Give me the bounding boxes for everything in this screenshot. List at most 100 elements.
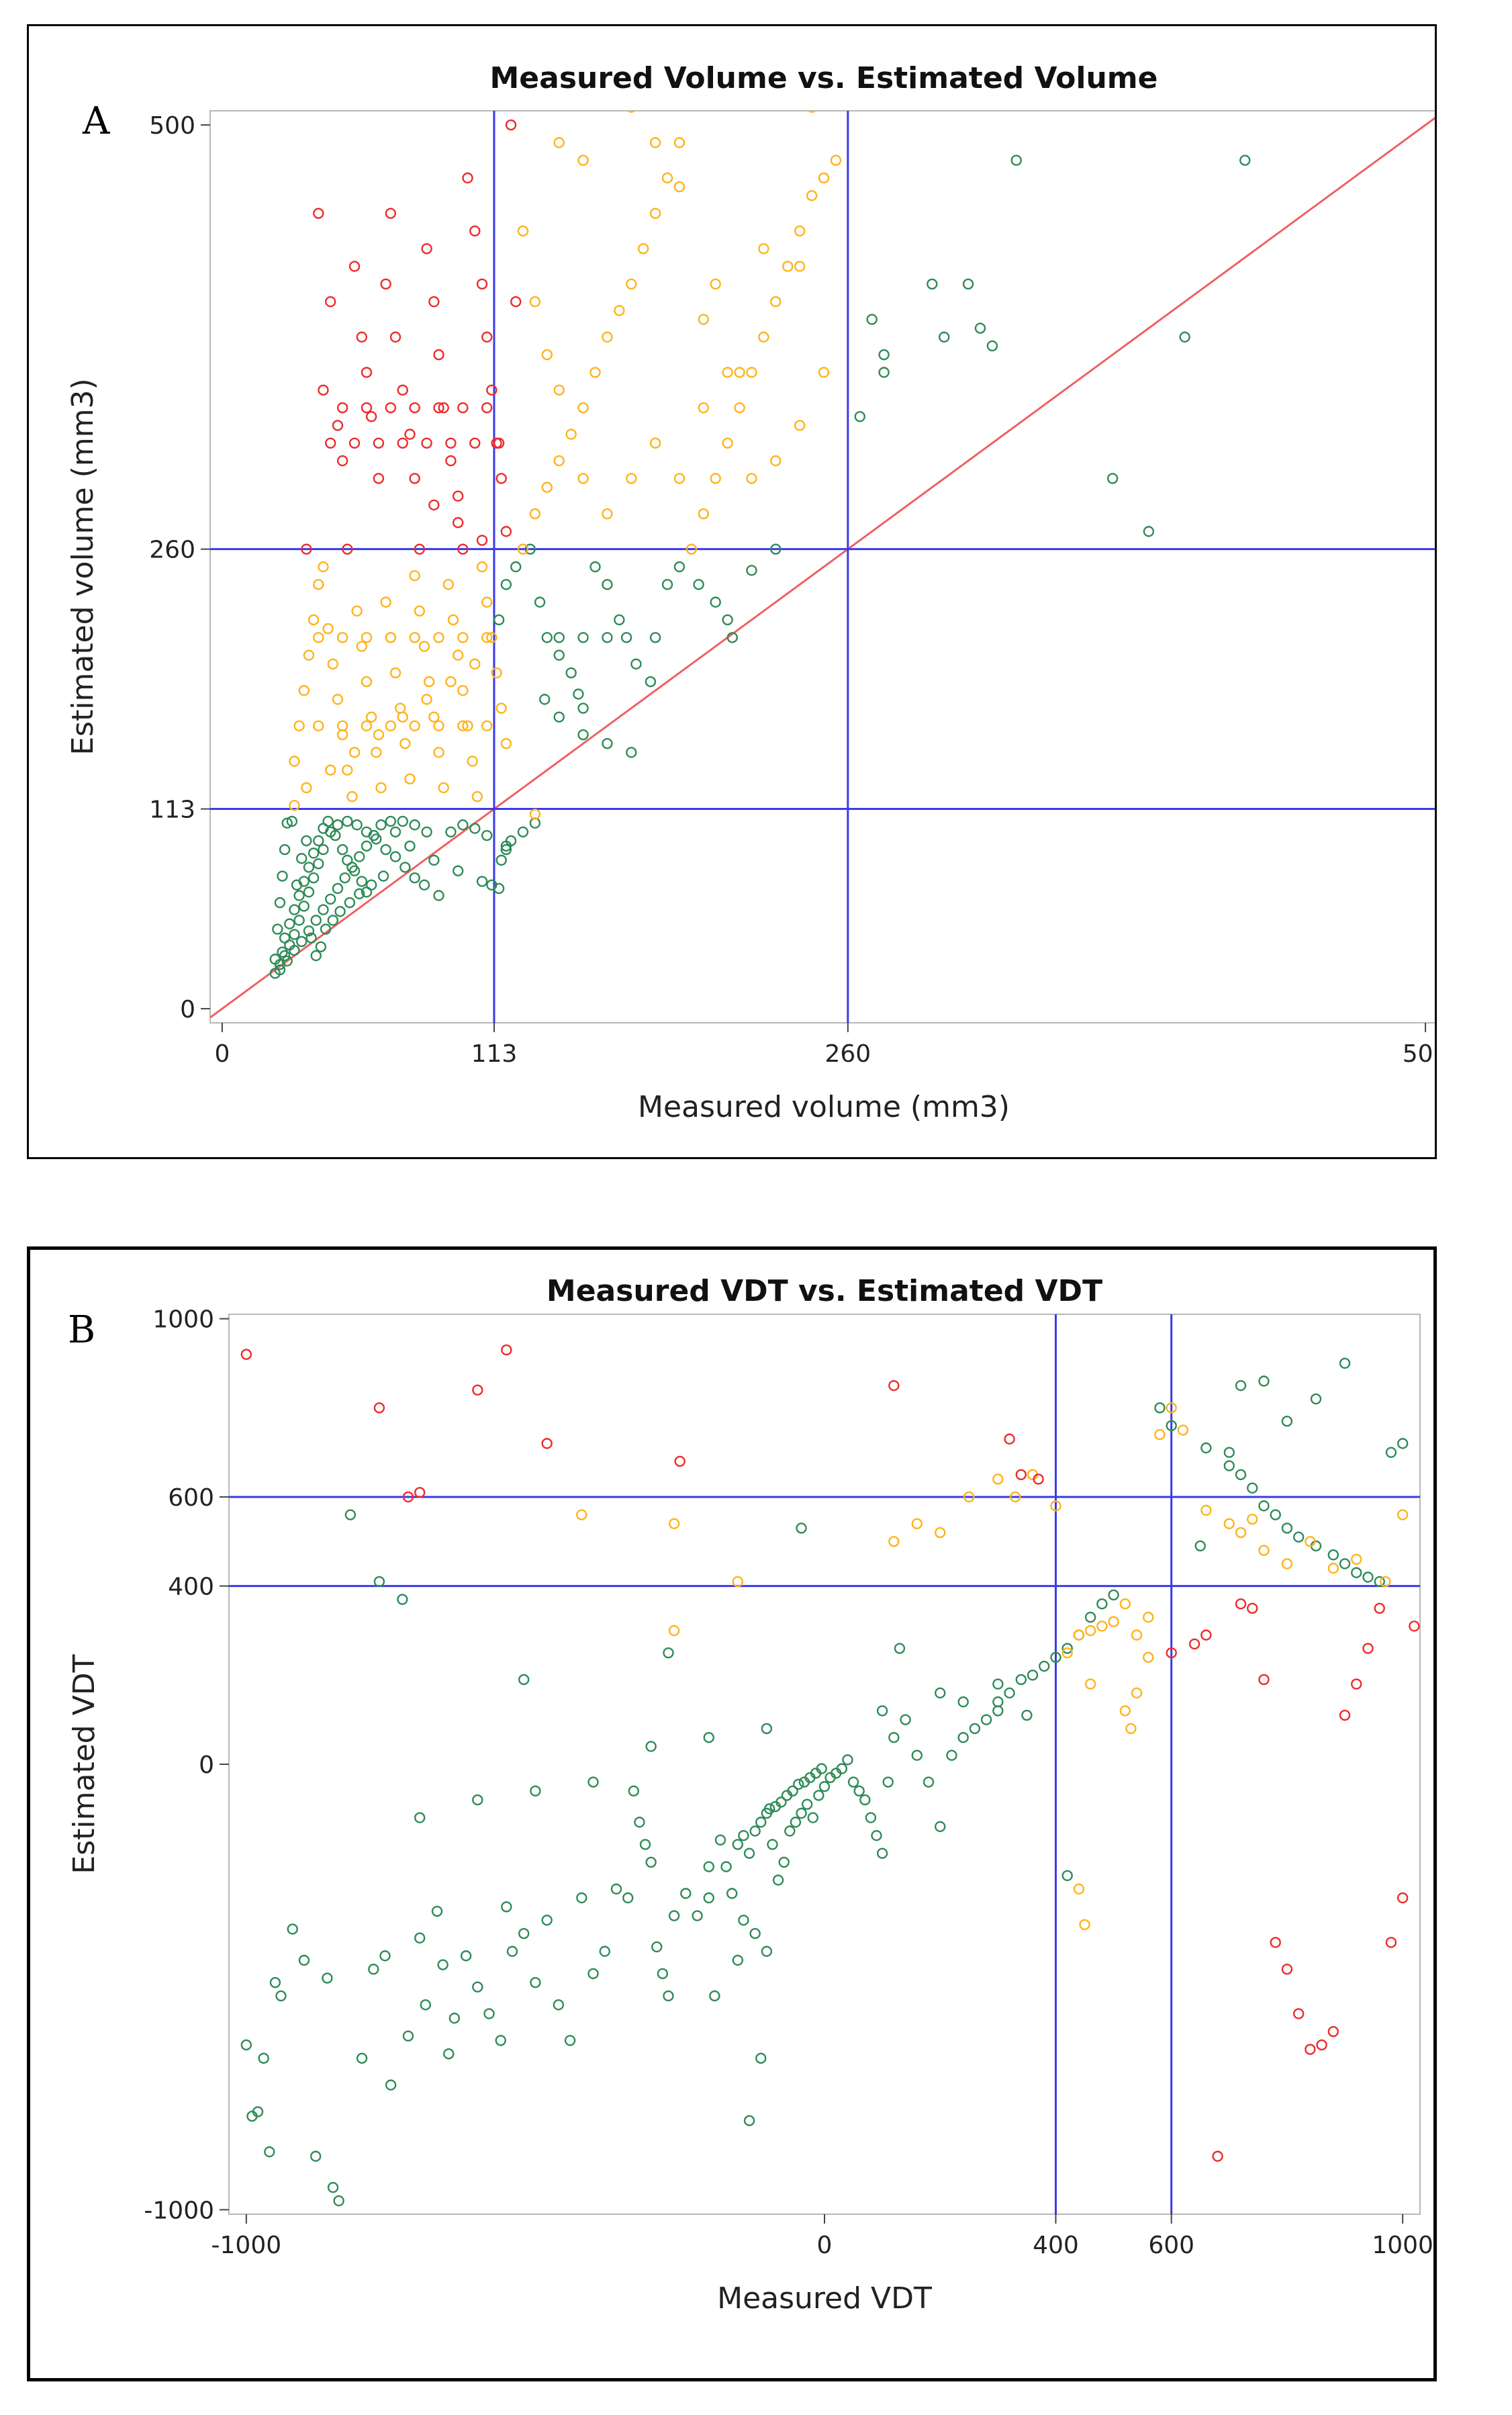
data-point [409,720,420,732]
data-point [1421,1929,1431,1938]
data-point [761,1946,773,1957]
data-point [703,1731,714,1743]
data-point [992,1696,1004,1708]
data-point [373,1402,385,1414]
data-point [992,1678,1004,1690]
data-point [722,367,733,378]
data-point [668,1625,680,1637]
data-point [443,2048,455,2060]
data-point [649,632,661,643]
data-point [1316,2039,1327,2051]
data-point [333,2195,344,2207]
data-point [284,918,295,929]
data-point [325,296,336,308]
data-point [380,844,391,856]
data-point [385,402,397,414]
data-point [963,1491,975,1503]
data-point [397,384,408,396]
data-point [782,261,794,272]
data-point [351,605,363,617]
data-point [501,1344,512,1356]
data-point [1292,2008,1305,2019]
data-point [421,243,432,255]
data-point [1154,1428,1166,1441]
data-point [957,1731,969,1743]
data-point [1247,1513,1258,1525]
data-point [298,685,310,696]
data-point [726,1888,738,1899]
data-point [277,870,288,882]
data-point [830,154,842,166]
data-point [853,1785,865,1797]
data-point [1033,1473,1044,1485]
data-point [483,2008,495,2019]
data-point [471,790,483,803]
data-point [289,904,300,915]
data-point [293,915,305,926]
data-point [796,1807,807,1819]
y-tick-label: 600 [168,1484,214,1512]
data-point [732,1576,744,1588]
x-tick-label: 0 [817,2232,833,2259]
data-point [784,1825,796,1837]
data-point [541,1914,553,1926]
data-point [506,1946,518,1957]
data-point [325,437,336,449]
data-point [310,2150,322,2162]
data-point [293,890,305,901]
data-point [1119,1598,1131,1610]
data-point [1010,154,1022,166]
data-point [457,543,469,555]
data-point [462,720,473,732]
data-point [1143,1651,1154,1663]
data-point [529,508,541,520]
data-point [375,782,387,794]
data-point [414,543,426,555]
data-point [587,1968,599,1979]
data-point [703,1861,714,1872]
data-point [818,172,830,184]
data-point [1270,1937,1281,1948]
data-point [602,508,613,520]
data-point [758,243,769,255]
data-point [421,826,432,837]
data-point [495,2035,506,2046]
data-point [778,1856,790,1868]
data-point [505,119,517,131]
data-point [732,1954,744,1966]
data-point [313,835,324,847]
data-point [346,862,358,873]
data-point [714,1834,726,1846]
data-point [361,402,373,414]
x-tick-label: 0 [214,1040,230,1068]
data-point [710,278,721,290]
data-point [946,1749,957,1761]
data-point [1235,1469,1247,1481]
data-point [310,915,322,926]
data-point [385,208,397,219]
x-tick-label: 260 [824,1040,871,1068]
data-point [1143,1611,1154,1623]
data-point [373,1576,385,1588]
data-point [878,349,890,361]
data-point [1125,1723,1137,1735]
data-point [344,1509,357,1520]
y-axis-label: Estimated VDT [67,1654,101,1874]
data-point [517,826,529,837]
data-point [442,579,455,590]
data-point [445,676,457,688]
data-point [1339,1357,1351,1369]
data-point [1235,1598,1247,1610]
data-point [1154,1402,1166,1414]
data-point [322,623,334,635]
data-point [445,437,457,449]
data-point [1385,1937,1397,1948]
data-point [1258,1500,1270,1512]
data-point [286,815,298,827]
data-point [541,1438,553,1449]
data-point [493,614,505,626]
data-point [1362,1643,1374,1654]
data-point [272,923,283,935]
data-point [847,1776,859,1788]
data-point [661,579,673,590]
